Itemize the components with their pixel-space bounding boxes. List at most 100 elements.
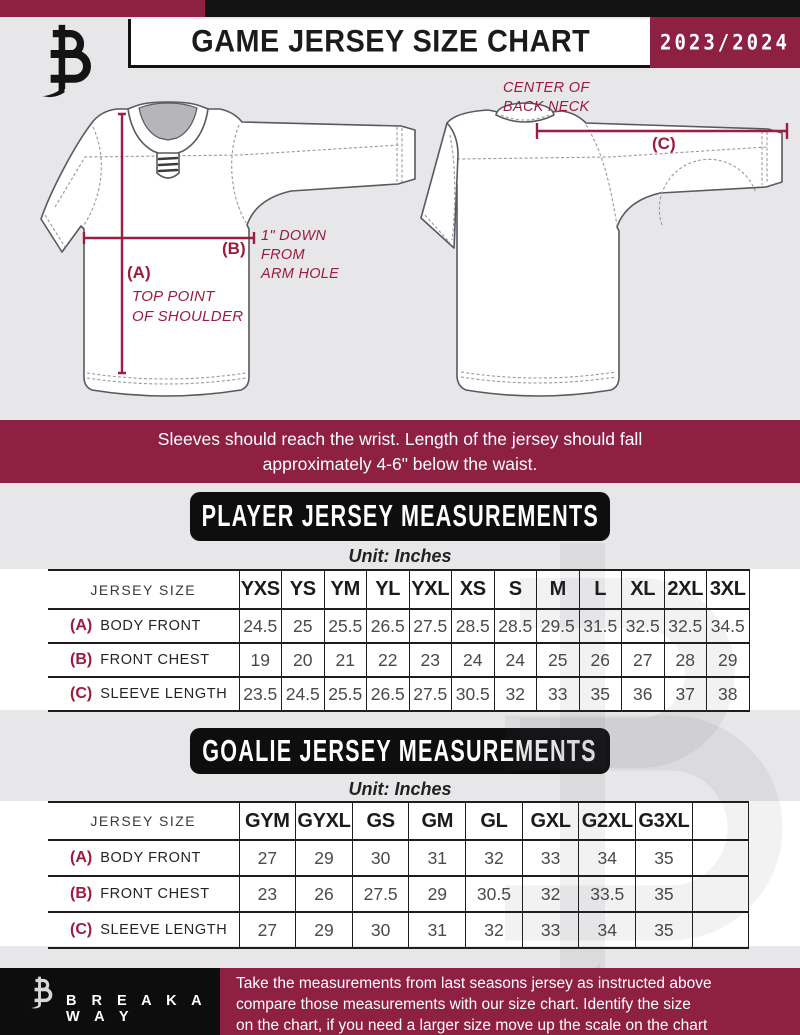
measurement-key: (B)	[70, 651, 93, 668]
size-header-cell: GM	[408, 801, 466, 840]
measurement-value-cell: 33	[521, 839, 579, 876]
measurement-value-cell: 33	[521, 911, 579, 949]
measurement-value-cell: 38	[706, 676, 750, 712]
size-header-cell: G3XL	[635, 801, 693, 840]
measurement-value-cell: 23	[238, 875, 296, 912]
measurement-value-cell: 31	[408, 839, 466, 876]
measurement-row: (A) BODY FRONT 27 29 30 31 32 33 34 35	[48, 839, 750, 876]
brand-name: B R E A K A W A Y	[66, 993, 207, 1025]
size-header-cell: GS	[351, 801, 409, 840]
size-header-cell: M	[536, 569, 579, 609]
fit-instruction-text: Sleeves should reach the wrist. Length o…	[157, 428, 643, 474]
top-strip-black	[205, 0, 800, 17]
measurement-value-cell: 27	[238, 911, 296, 949]
measurement-value-cell: 24	[493, 642, 537, 677]
size-header-cell: 3XL	[706, 569, 750, 609]
measurement-value-cell: 32.5	[663, 608, 707, 643]
measurement-value-cell: 36	[621, 676, 664, 712]
measurement-value-cell: 27.5	[351, 875, 409, 912]
measurement-value-cell: 28.5	[451, 608, 494, 643]
measurement-value-cell: 25	[281, 608, 324, 643]
size-header-cell: GXL	[521, 801, 579, 840]
measurement-value-cell: 27	[621, 642, 664, 677]
measurement-value-cell	[691, 911, 750, 949]
size-header-cell: YS	[281, 569, 324, 609]
breakaway-footer-logo-icon	[24, 975, 56, 1011]
measurement-value-cell: 35	[635, 875, 693, 912]
size-header-cell	[691, 801, 750, 840]
measurement-name: BODY FRONT	[100, 850, 202, 866]
measure-c-note: CENTER OF BACK NECK	[503, 80, 590, 115]
player-size-table: JERSEY SIZE YXS YS YM YL YXL XS S M L XL 2XL 3XL (A) B…	[48, 569, 750, 712]
measurement-value-cell: 32	[521, 875, 579, 912]
season-badge: 2023/2024	[650, 17, 800, 68]
size-header-cell: XL	[621, 569, 664, 609]
goalie-unit-label: Unit: Inches	[348, 779, 452, 799]
size-header-cell: GYM	[238, 801, 296, 840]
measurement-row-label: (B) FRONT CHEST	[48, 642, 239, 677]
measurement-key: (B)	[70, 885, 93, 902]
measurement-row: (C) SLEEVE LENGTH 23.5 24.5 25.5 26.5 27.5 30.5…	[48, 676, 750, 712]
measurement-value-cell: 26	[295, 875, 353, 912]
measurement-name: SLEEVE LENGTH	[100, 686, 228, 702]
measurement-value-cell: 20	[281, 642, 324, 677]
measure-b-label: (B)	[222, 239, 246, 258]
measurement-value-cell: 30	[351, 839, 409, 876]
footer-note-block: Take the measurements from last seasons …	[220, 968, 800, 1035]
measurement-value-cell: 26	[578, 642, 622, 677]
measure-a-note: TOP POINT OF SHOULDER	[132, 288, 244, 325]
goalie-section-title: GOALIE JERSEY MEASUREMENTS	[202, 733, 598, 768]
size-header-cell: GL	[465, 801, 523, 840]
measurement-value-cell: 25	[536, 642, 579, 677]
measurement-value-cell: 32.5	[621, 608, 664, 643]
measurement-value-cell: 34	[578, 839, 636, 876]
measurement-value-cell: 34.5	[706, 608, 750, 643]
measurement-value-cell: 37	[663, 676, 707, 712]
size-column-title: JERSEY SIZE	[48, 801, 239, 840]
size-header-cell: XS	[451, 569, 494, 609]
footer-brand-block: B R E A K A W A Y	[0, 968, 220, 1035]
page-title-box: GAME JERSEY SIZE CHART	[128, 19, 650, 68]
top-strip-maroon	[0, 0, 205, 17]
goalie-size-table: JERSEY SIZE GYM GYXL GS GM GL GXL G2XL G3XL (A) BO…	[48, 801, 750, 949]
page-title: GAME JERSEY SIZE CHART	[191, 24, 590, 59]
measurement-row-label: (A) BODY FRONT	[48, 839, 239, 876]
fit-instruction-banner: Sleeves should reach the wrist. Length o…	[0, 420, 800, 483]
measurement-value-cell: 27	[238, 839, 296, 876]
measurement-value-cell: 19	[238, 642, 282, 677]
measurement-row: (B) FRONT CHEST 19 20 21 22 23 24 24 25 26 27 28 29	[48, 642, 750, 677]
size-header-cell: YXS	[238, 569, 282, 609]
goalie-section-title-box: GOALIE JERSEY MEASUREMENTS	[190, 728, 610, 774]
measurement-value-cell: 23	[408, 642, 452, 677]
measurement-row-label: (C) SLEEVE LENGTH	[48, 676, 239, 712]
measurement-value-cell: 31.5	[578, 608, 622, 643]
measurement-value-cell: 33	[536, 676, 579, 712]
measurement-value-cell: 29	[706, 642, 750, 677]
measurement-value-cell: 30.5	[451, 676, 494, 712]
measurement-value-cell: 24.5	[238, 608, 282, 643]
measurement-key: (A)	[70, 617, 93, 634]
measurement-value-cell: 29	[295, 839, 353, 876]
measurement-value-cell: 30.5	[465, 875, 523, 912]
breakaway-logo-icon	[26, 22, 100, 102]
player-unit-label: Unit: Inches	[348, 546, 452, 566]
measurement-value-cell: 29	[408, 875, 466, 912]
measurement-value-cell: 35	[578, 676, 622, 712]
size-column-title: JERSEY SIZE	[48, 569, 239, 609]
size-header-cell: S	[493, 569, 537, 609]
size-header-row: JERSEY SIZE YXS YS YM YL YXL XS S M L XL 2XL 3XL	[48, 569, 750, 609]
measurement-value-cell: 24	[451, 642, 494, 677]
measurement-value-cell: 33.5	[578, 875, 636, 912]
measurement-value-cell: 32	[465, 839, 523, 876]
size-header-cell: YXL	[408, 569, 452, 609]
measure-a-label: (A)	[127, 263, 151, 282]
size-header-cell: YM	[323, 569, 367, 609]
measurement-row-label: (B) FRONT CHEST	[48, 875, 239, 912]
measurement-value-cell: 32	[465, 911, 523, 949]
size-header-cell: G2XL	[578, 801, 636, 840]
measurement-value-cell: 29	[295, 911, 353, 949]
size-header-cell: L	[578, 569, 622, 609]
measurement-value-cell: 29.5	[536, 608, 579, 643]
measurement-value-cell	[691, 839, 750, 876]
